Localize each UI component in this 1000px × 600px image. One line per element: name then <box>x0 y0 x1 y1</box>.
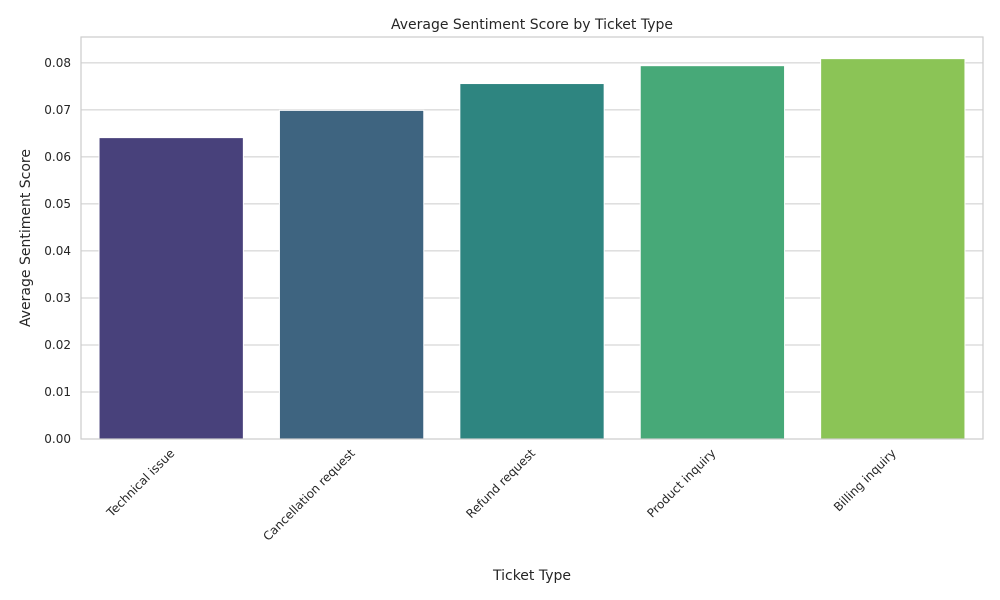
x-tick-label: Cancellation request <box>260 446 358 544</box>
chart-title: Average Sentiment Score by Ticket Type <box>391 17 673 33</box>
y-tick-label: 0.07 <box>44 103 71 117</box>
bars <box>98 58 966 440</box>
y-tick-labels: 0.00 0.01 0.02 0.03 0.04 0.05 0.06 0.07 0.08 <box>44 56 71 446</box>
bar-technical-issue <box>98 137 244 440</box>
x-axis-label: Ticket Type <box>492 568 571 584</box>
x-tick-label: Technical issue <box>103 446 177 520</box>
y-tick-label: 0.04 <box>44 244 71 258</box>
x-tick-label: Refund request <box>463 446 538 521</box>
y-tick-label: 0.08 <box>44 56 71 70</box>
bar-billing-inquiry <box>820 58 966 440</box>
x-tick-label: Billing inquiry <box>831 446 899 514</box>
x-tick-labels: Technical issue Cancellation request Refun… <box>103 446 899 544</box>
y-tick-label: 0.01 <box>44 385 71 399</box>
x-tick-label: Product inquiry <box>644 446 718 520</box>
bar-product-inquiry <box>639 65 786 440</box>
y-tick-label: 0.00 <box>44 432 71 446</box>
y-tick-label: 0.06 <box>44 150 71 164</box>
y-axis-label: Average Sentiment Score <box>18 149 34 327</box>
bar-refund-request <box>459 83 605 440</box>
y-tick-label: 0.02 <box>44 338 71 352</box>
y-tick-label: 0.05 <box>44 197 71 211</box>
y-tick-label: 0.03 <box>44 291 71 305</box>
bar-cancellation-request <box>278 109 425 440</box>
plot-frame <box>80 36 984 440</box>
